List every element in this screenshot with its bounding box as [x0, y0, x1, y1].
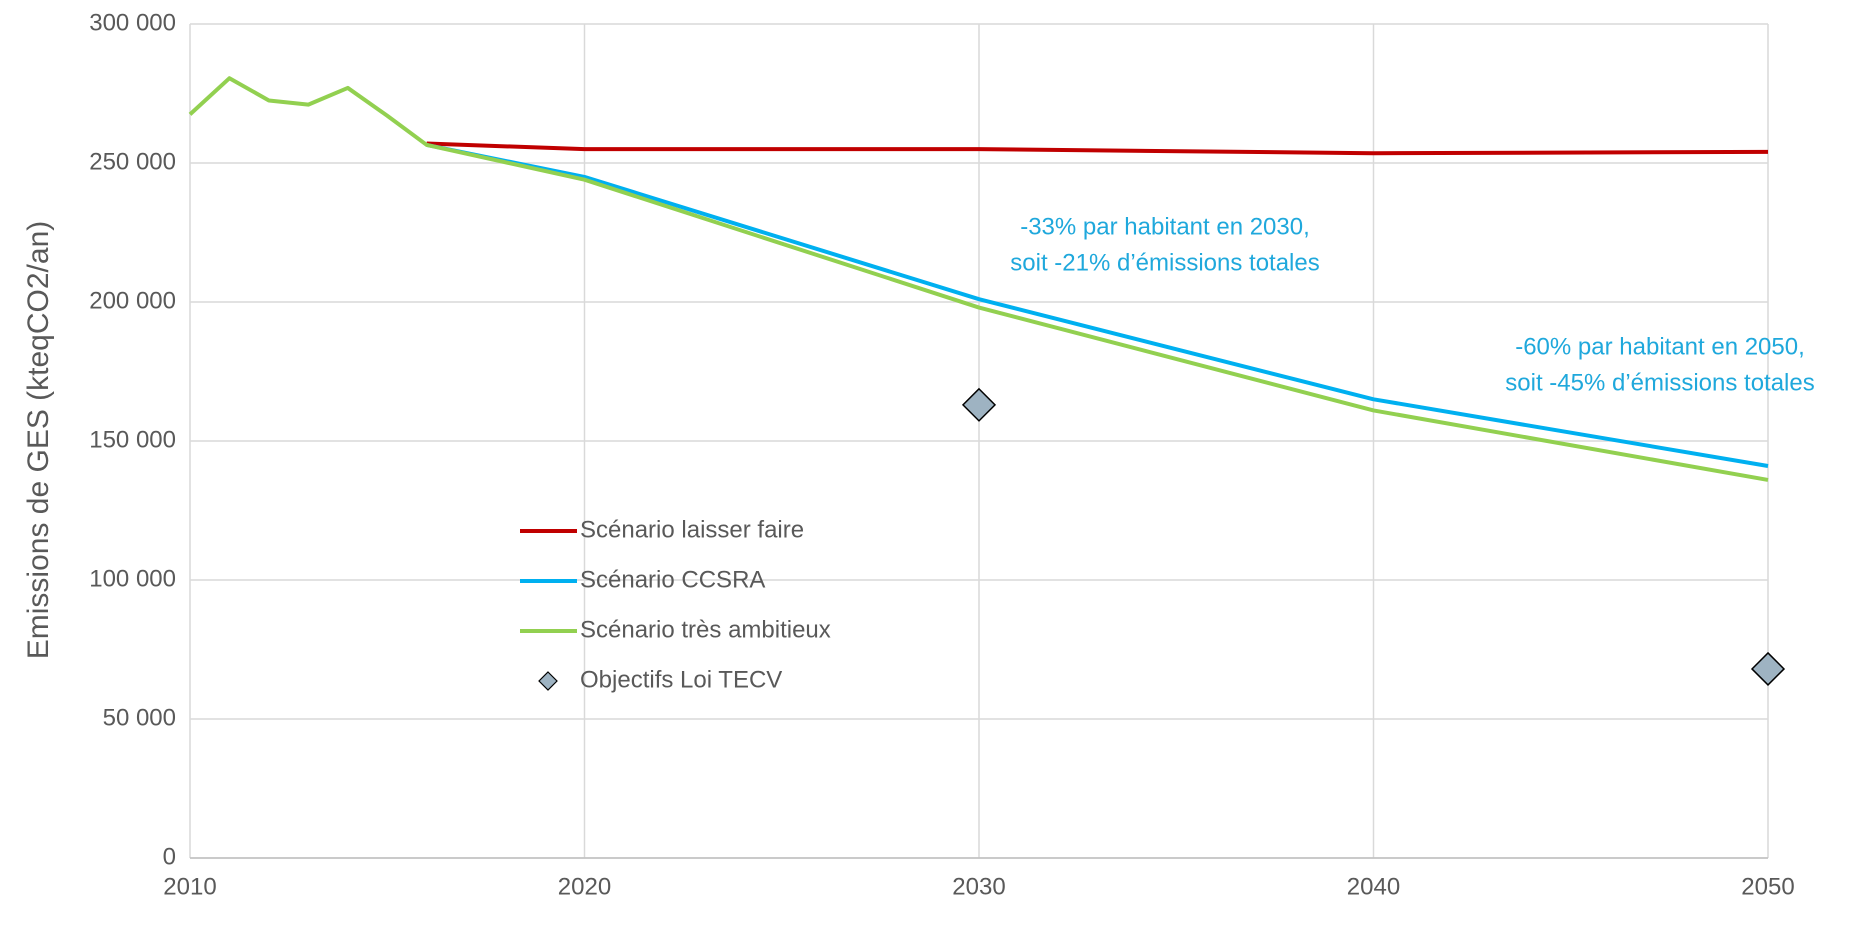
legend-label: Scénario très ambitieux	[580, 616, 831, 643]
annotation: -33% par habitant en 2030,	[1020, 213, 1310, 240]
y-tick-label: 250 000	[89, 148, 176, 175]
y-axis-label: Emissions de GES (kteqCO2/an)	[22, 221, 55, 660]
legend-label: Objectifs Loi TECV	[580, 666, 782, 693]
y-tick-label: 0	[163, 843, 176, 870]
target-marker	[961, 387, 997, 422]
x-tick-label: 2050	[1741, 873, 1794, 900]
x-tick-label: 2020	[558, 873, 611, 900]
legend-label: Scénario CCSRA	[580, 566, 765, 593]
y-tick-label: 300 000	[89, 9, 176, 36]
y-tick-label: 200 000	[89, 287, 176, 314]
y-tick-label: 150 000	[89, 426, 176, 453]
series-line	[188, 76, 1769, 482]
series-line	[426, 141, 1769, 156]
x-tick-label: 2040	[1347, 873, 1400, 900]
y-tick-label: 100 000	[89, 565, 176, 592]
annotation: soit -45% d’émissions totales	[1505, 369, 1814, 396]
legend-marker	[538, 671, 558, 691]
target-marker	[1750, 651, 1786, 687]
annotation: -60% par habitant en 2050,	[1515, 333, 1805, 360]
x-tick-label: 2030	[952, 873, 1005, 900]
annotation: soit -21% d’émissions totales	[1010, 249, 1319, 276]
x-tick-label: 2010	[163, 873, 216, 900]
y-tick-label: 50 000	[103, 704, 176, 731]
legend-label: Scénario laisser faire	[580, 516, 804, 543]
